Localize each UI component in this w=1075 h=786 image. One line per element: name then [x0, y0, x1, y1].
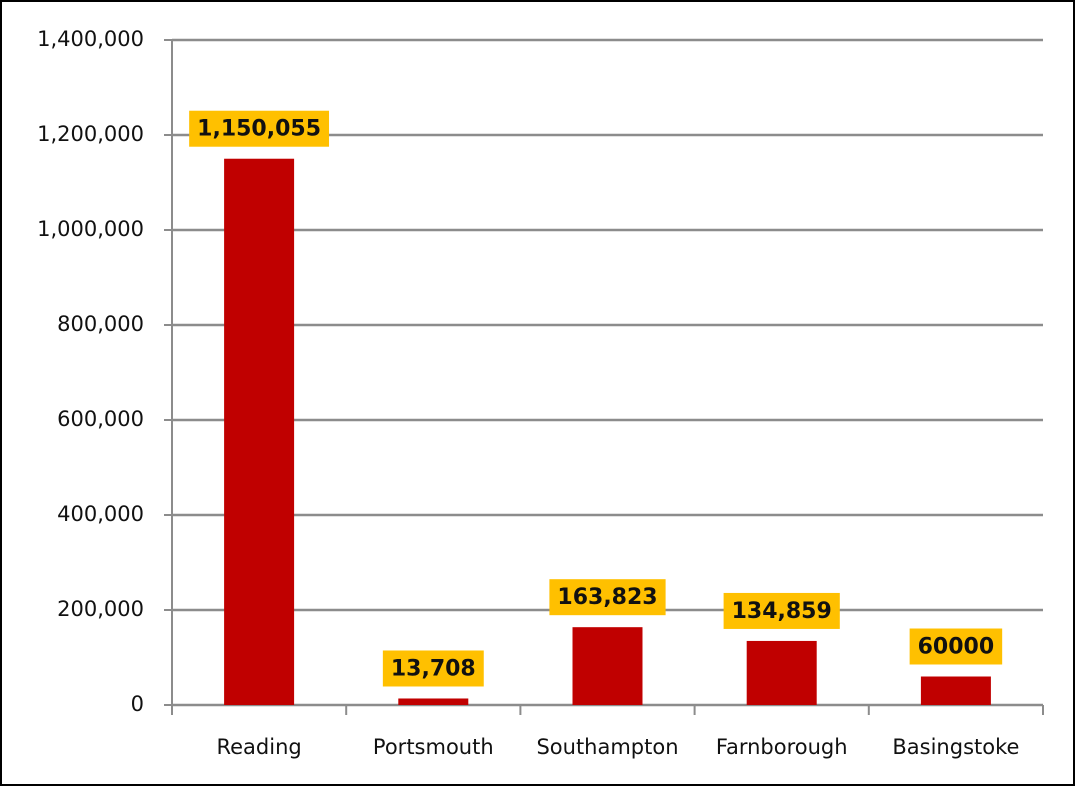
- value-label: 134,859: [732, 599, 832, 624]
- bar: [572, 627, 643, 705]
- value-label: 1,150,055: [197, 117, 321, 142]
- value-label-box: [723, 592, 840, 629]
- y-tick-label: 1,200,000: [37, 122, 144, 146]
- y-tick-label: 600,000: [57, 407, 144, 431]
- x-tick-label: Basingstoke: [892, 735, 1019, 759]
- value-label-box: [189, 110, 330, 147]
- value-label: 60000: [918, 635, 995, 660]
- value-label: 163,823: [557, 585, 657, 610]
- y-tick-label: 200,000: [57, 597, 144, 621]
- y-tick-label: 1,400,000: [37, 27, 144, 51]
- bar: [398, 698, 469, 705]
- value-label: 13,708: [391, 656, 476, 681]
- y-tick-label: 400,000: [57, 502, 144, 526]
- bar: [920, 676, 991, 705]
- value-label-box: [382, 650, 484, 687]
- x-tick-label: Portsmouth: [373, 735, 494, 759]
- bar: [746, 640, 817, 705]
- x-tick-label: Farnborough: [716, 735, 848, 759]
- y-tick-label: 800,000: [57, 312, 144, 336]
- y-tick-label: 0: [131, 692, 144, 716]
- x-tick-label: Reading: [216, 735, 301, 759]
- y-tick-label: 1,000,000: [37, 217, 144, 241]
- value-label-box: [549, 579, 666, 616]
- bar: [224, 158, 295, 705]
- value-label-box: [909, 628, 1003, 665]
- x-tick-label: Southampton: [536, 735, 678, 759]
